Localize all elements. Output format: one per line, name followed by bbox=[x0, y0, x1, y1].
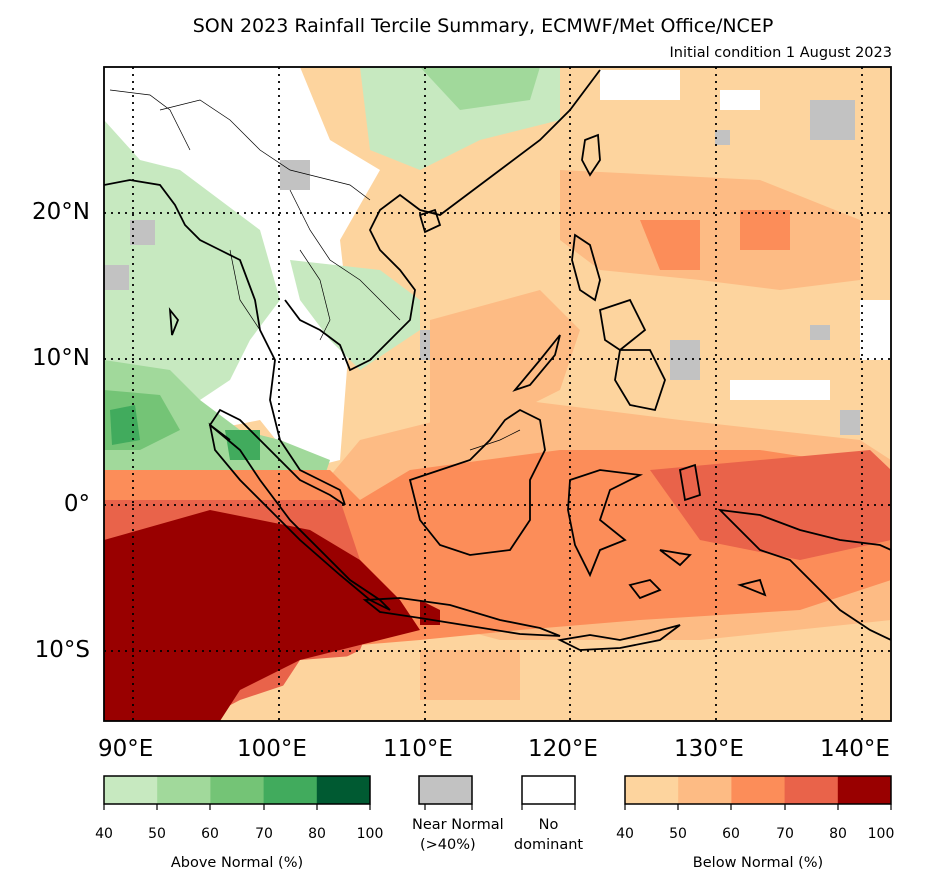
map-subtitle: Initial condition 1 August 2023 bbox=[669, 45, 892, 61]
colorbar-segment bbox=[316, 776, 371, 804]
above-tick-label: 60 bbox=[201, 826, 219, 842]
no-dominant-swatch bbox=[521, 775, 576, 805]
below-tick-label: 70 bbox=[776, 826, 794, 842]
below-tick-label: 60 bbox=[722, 826, 740, 842]
above-tick-label: 80 bbox=[308, 826, 326, 842]
above-normal-colorbar bbox=[104, 776, 371, 804]
below-normal-colorbar bbox=[625, 776, 892, 804]
map-frame bbox=[103, 66, 892, 722]
lon-label-130e: 130°E bbox=[674, 736, 744, 762]
below-tick-label: 80 bbox=[829, 826, 847, 842]
above-tick-label: 50 bbox=[148, 826, 166, 842]
above-tick-label: 40 bbox=[95, 826, 113, 842]
map-title: SON 2023 Rainfall Tercile Summary, ECMWF… bbox=[192, 15, 774, 37]
below-tick-label: 100 bbox=[867, 826, 895, 842]
near-normal-swatch bbox=[418, 775, 473, 805]
colorbar-segment bbox=[157, 776, 211, 804]
colorbar-segment bbox=[263, 776, 318, 804]
lon-label-100e: 100°E bbox=[237, 736, 307, 762]
colorbar-segment bbox=[731, 776, 786, 804]
below-normal-caption: Below Normal (%) bbox=[692, 855, 824, 871]
lon-label-140e: 140°E bbox=[820, 736, 890, 762]
no-dominant-label: No bbox=[538, 817, 559, 833]
near-normal-label: Near Normal bbox=[412, 817, 504, 833]
lon-label-120e: 120°E bbox=[528, 736, 598, 762]
colorbar-ticks bbox=[103, 804, 892, 810]
lat-label-20n: 20°N bbox=[32, 199, 90, 225]
colorbar-segment bbox=[104, 776, 158, 804]
above-tick-label: 70 bbox=[255, 826, 273, 842]
lon-label-110e: 110°E bbox=[383, 736, 453, 762]
no-dominant-sublabel: dominant bbox=[513, 837, 584, 853]
country-borders bbox=[109, 89, 521, 451]
below-tick-label: 40 bbox=[616, 826, 634, 842]
lat-label-10s: 10°S bbox=[34, 637, 90, 663]
coastlines bbox=[104, 69, 891, 651]
colorbar-segment bbox=[784, 776, 839, 804]
lon-label-90e: 90°E bbox=[98, 736, 154, 762]
lat-label-10n: 10°N bbox=[32, 345, 90, 371]
colorbar-segment bbox=[837, 776, 892, 804]
above-tick-label: 100 bbox=[356, 826, 384, 842]
above-normal-caption: Above Normal (%) bbox=[170, 855, 304, 871]
lat-label-0: 0° bbox=[63, 491, 90, 517]
below-tick-label: 50 bbox=[669, 826, 687, 842]
colorbar-segment bbox=[678, 776, 732, 804]
colorbar-segment bbox=[625, 776, 679, 804]
tercile-field bbox=[104, 67, 891, 721]
colorbar-segment bbox=[210, 776, 265, 804]
gridlines bbox=[104, 67, 891, 721]
near-normal-sublabel: (>40%) bbox=[420, 837, 476, 853]
